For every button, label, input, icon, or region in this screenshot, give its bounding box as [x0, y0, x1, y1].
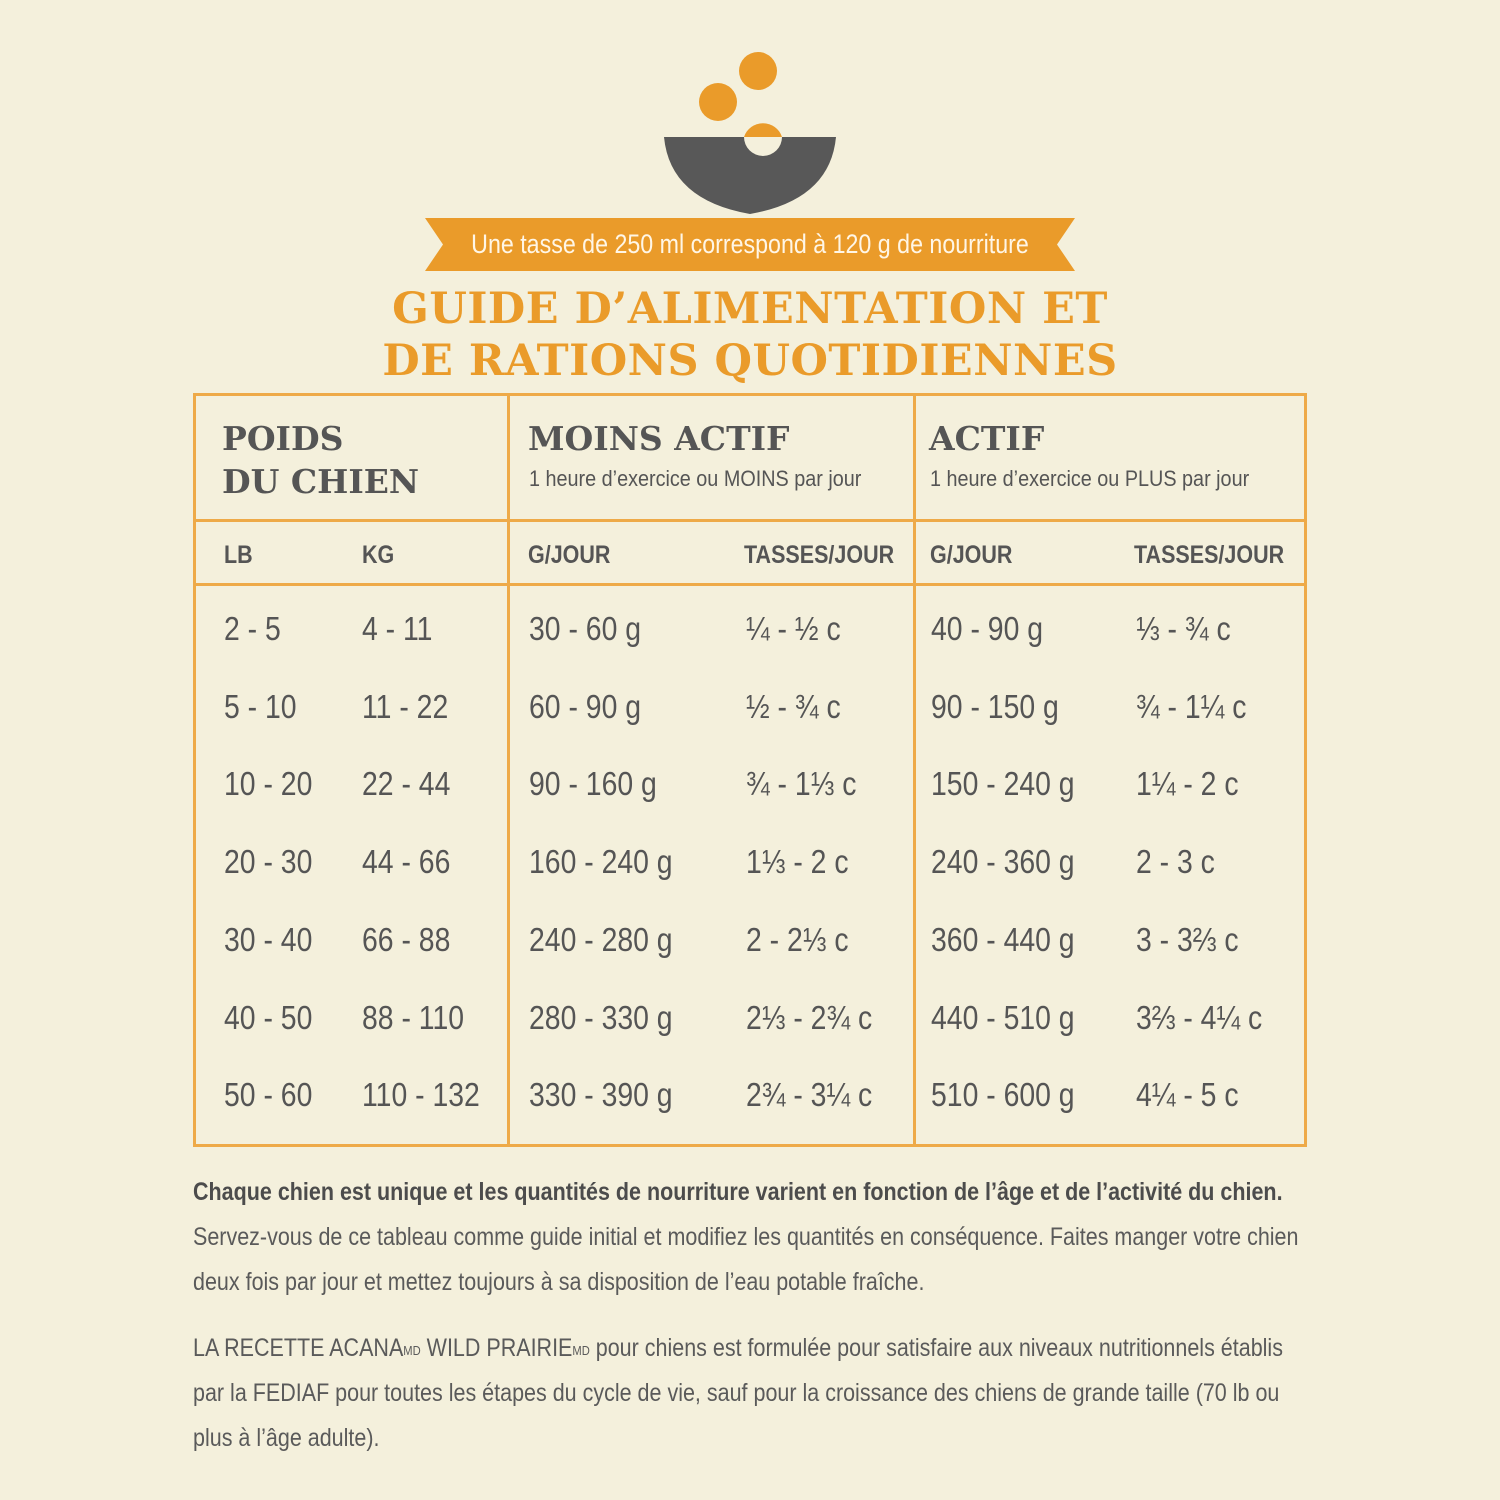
divider [913, 396, 916, 1144]
cell-kg: 11 - 22 [362, 687, 449, 725]
cell-less-c: 2 - 2⅓ c [746, 920, 849, 958]
cell-act-g: 510 - 600 g [931, 1076, 1075, 1114]
divider [507, 396, 510, 1144]
page-title-line-1: GUIDE D’ALIMENTATION ET [392, 284, 1108, 334]
divider [196, 583, 1304, 586]
weight-header-line-1: POIDS [222, 419, 344, 458]
col-act-cups: TASSES/JOUR [1134, 541, 1285, 569]
cell-act-c: 3⅔ - 4¼ c [1136, 998, 1263, 1036]
col-less-g: G/JOUR [528, 541, 611, 569]
banner-text: Une tasse de 250 ml correspond à 120 g d… [471, 229, 1029, 259]
cell-kg: 22 - 44 [362, 765, 451, 803]
cell-kg: 110 - 132 [362, 1076, 480, 1114]
weight-header-line-2: DU CHIEN [222, 462, 420, 501]
cell-act-c: ¾ - 1¼ c [1136, 687, 1247, 725]
divider [196, 519, 1304, 522]
col-less-cups: TASSES/JOUR [744, 541, 895, 569]
cell-act-c: 4¼ - 5 c [1136, 1076, 1239, 1114]
cell-act-c: 1¼ - 2 c [1136, 765, 1239, 803]
recipe-note: LA RECETTE ACANAMD WILD PRAIRIEMD pour c… [193, 1326, 1313, 1461]
cell-act-c: 2 - 3 c [1136, 843, 1215, 881]
cell-lb: 2 - 5 [224, 610, 281, 647]
cell-less-c: 2¾ - 3¼ c [746, 1076, 873, 1114]
cell-lb: 10 - 20 [224, 765, 313, 803]
cell-kg: 4 - 11 [362, 610, 433, 647]
trademark-mark: MD [403, 1343, 421, 1358]
cell-less-c: ¾ - 1⅓ c [746, 765, 857, 803]
cell-act-c: ⅓ - ¾ c [1136, 610, 1231, 647]
feeding-table: POIDS DU CHIEN MOINS ACTIF 1 heure d’exe… [193, 393, 1307, 1147]
cell-act-g: 240 - 360 g [931, 843, 1075, 881]
cup-info-banner: Une tasse de 250 ml correspond à 120 g d… [425, 218, 1075, 271]
cell-kg: 88 - 110 [362, 998, 465, 1036]
trademark-mark: MD [572, 1343, 590, 1358]
cell-less-g: 160 - 240 g [529, 843, 673, 881]
cell-kg: 66 - 88 [362, 920, 451, 958]
cell-lb: 50 - 60 [224, 1076, 313, 1114]
cell-act-g: 440 - 510 g [931, 998, 1075, 1036]
active-subtitle: 1 heure d’exercice ou PLUS par jour [930, 466, 1250, 491]
active-header: ACTIF [929, 419, 1045, 458]
cell-lb: 20 - 30 [224, 843, 313, 881]
less-active-subtitle: 1 heure d’exercice ou MOINS par jour [529, 466, 862, 491]
cell-act-g: 90 - 150 g [931, 687, 1059, 725]
bowl-with-kibble-icon [664, 52, 836, 214]
cell-less-c: ½ - ¾ c [746, 687, 841, 725]
cell-less-g: 60 - 90 g [529, 687, 642, 725]
cell-less-c: 2⅓ - 2¾ c [746, 998, 873, 1036]
cell-act-c: 3 - 3⅔ c [1136, 920, 1239, 958]
col-act-g: G/JOUR [930, 541, 1013, 569]
feeding-note: Chaque chien est unique et les quantités… [193, 1170, 1313, 1305]
cell-less-g: 90 - 160 g [529, 765, 657, 803]
cell-lb: 40 - 50 [224, 998, 313, 1036]
col-lb: LB [224, 541, 253, 569]
col-kg: KG [362, 541, 395, 569]
cell-less-g: 30 - 60 g [529, 610, 642, 647]
feeding-note-text: Servez-vous de ce tableau comme guide in… [193, 1223, 1299, 1296]
cell-lb: 30 - 40 [224, 920, 313, 958]
cell-less-g: 330 - 390 g [529, 1076, 673, 1114]
weight-header: POIDS DU CHIEN [222, 417, 419, 503]
cell-lb: 5 - 10 [224, 687, 297, 725]
cell-act-g: 150 - 240 g [931, 765, 1075, 803]
page-title-line-2: DE RATIONS QUOTIDIENNES [382, 336, 1118, 386]
recipe-note-part-1: LA RECETTE ACANA [193, 1334, 404, 1362]
feeding-note-bold: Chaque chien est unique et les quantités… [193, 1178, 1283, 1206]
cell-less-c: 1⅓ - 2 c [746, 843, 849, 881]
less-active-header: MOINS ACTIF [528, 419, 790, 458]
cell-act-g: 360 - 440 g [931, 920, 1075, 958]
cell-kg: 44 - 66 [362, 843, 451, 881]
cell-less-g: 240 - 280 g [529, 920, 673, 958]
cell-less-g: 280 - 330 g [529, 998, 673, 1036]
cell-less-c: ¼ - ½ c [746, 610, 841, 647]
recipe-note-part-3: pour chiens est formulée pour satisfaire… [193, 1334, 1283, 1452]
cell-act-g: 40 - 90 g [931, 610, 1044, 647]
recipe-note-part-2: WILD PRAIRIE [420, 1334, 573, 1362]
